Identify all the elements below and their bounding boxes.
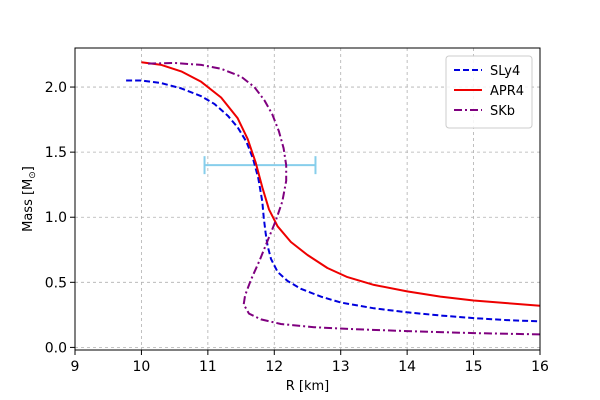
legend: SLy4 APR4 SKb	[445, 55, 533, 129]
x-tick-label: 14	[398, 359, 416, 375]
x-tick-label: 12	[265, 359, 283, 375]
series-group	[126, 61, 540, 336]
y-tick-label: 1.0	[45, 210, 67, 226]
legend-label-apr4: APR4	[490, 84, 524, 99]
y-axis-label: Mass [M⊙]	[21, 166, 38, 232]
errorbar	[203, 156, 317, 175]
y-axis-ticks: 0.0 0.5 1.0 1.5 2.0	[45, 80, 75, 356]
x-tick-label: 11	[199, 359, 217, 375]
x-axis-ticks: 9 10 11 12 13 14 15 16	[71, 350, 549, 375]
legend-label-sly4: SLy4	[490, 64, 520, 79]
series-line-sly4	[126, 79, 540, 323]
legend-box	[445, 55, 533, 129]
y-tick-label: 0.5	[45, 275, 67, 291]
x-tick-label: 16	[531, 359, 549, 375]
y-tick-label: 2.0	[45, 80, 67, 96]
y-tick-label: 0.0	[45, 340, 67, 356]
series-line-apr4	[141, 61, 540, 307]
plot-frame	[74, 47, 541, 351]
x-axis-label: R [km]	[286, 379, 330, 394]
x-tick-label: 10	[133, 359, 151, 375]
y-axis-label-end: ]	[21, 166, 36, 171]
x-tick-label: 13	[332, 359, 350, 375]
y-tick-label: 1.5	[45, 145, 67, 161]
series-line-skb	[148, 62, 540, 336]
legend-label-skb: SKb	[490, 104, 515, 119]
y-axis-label-main: Mass [M	[21, 179, 36, 232]
x-tick-label: 15	[465, 359, 483, 375]
x-tick-label: 9	[71, 359, 80, 375]
y-axis-label-sub: ⊙	[28, 171, 38, 179]
